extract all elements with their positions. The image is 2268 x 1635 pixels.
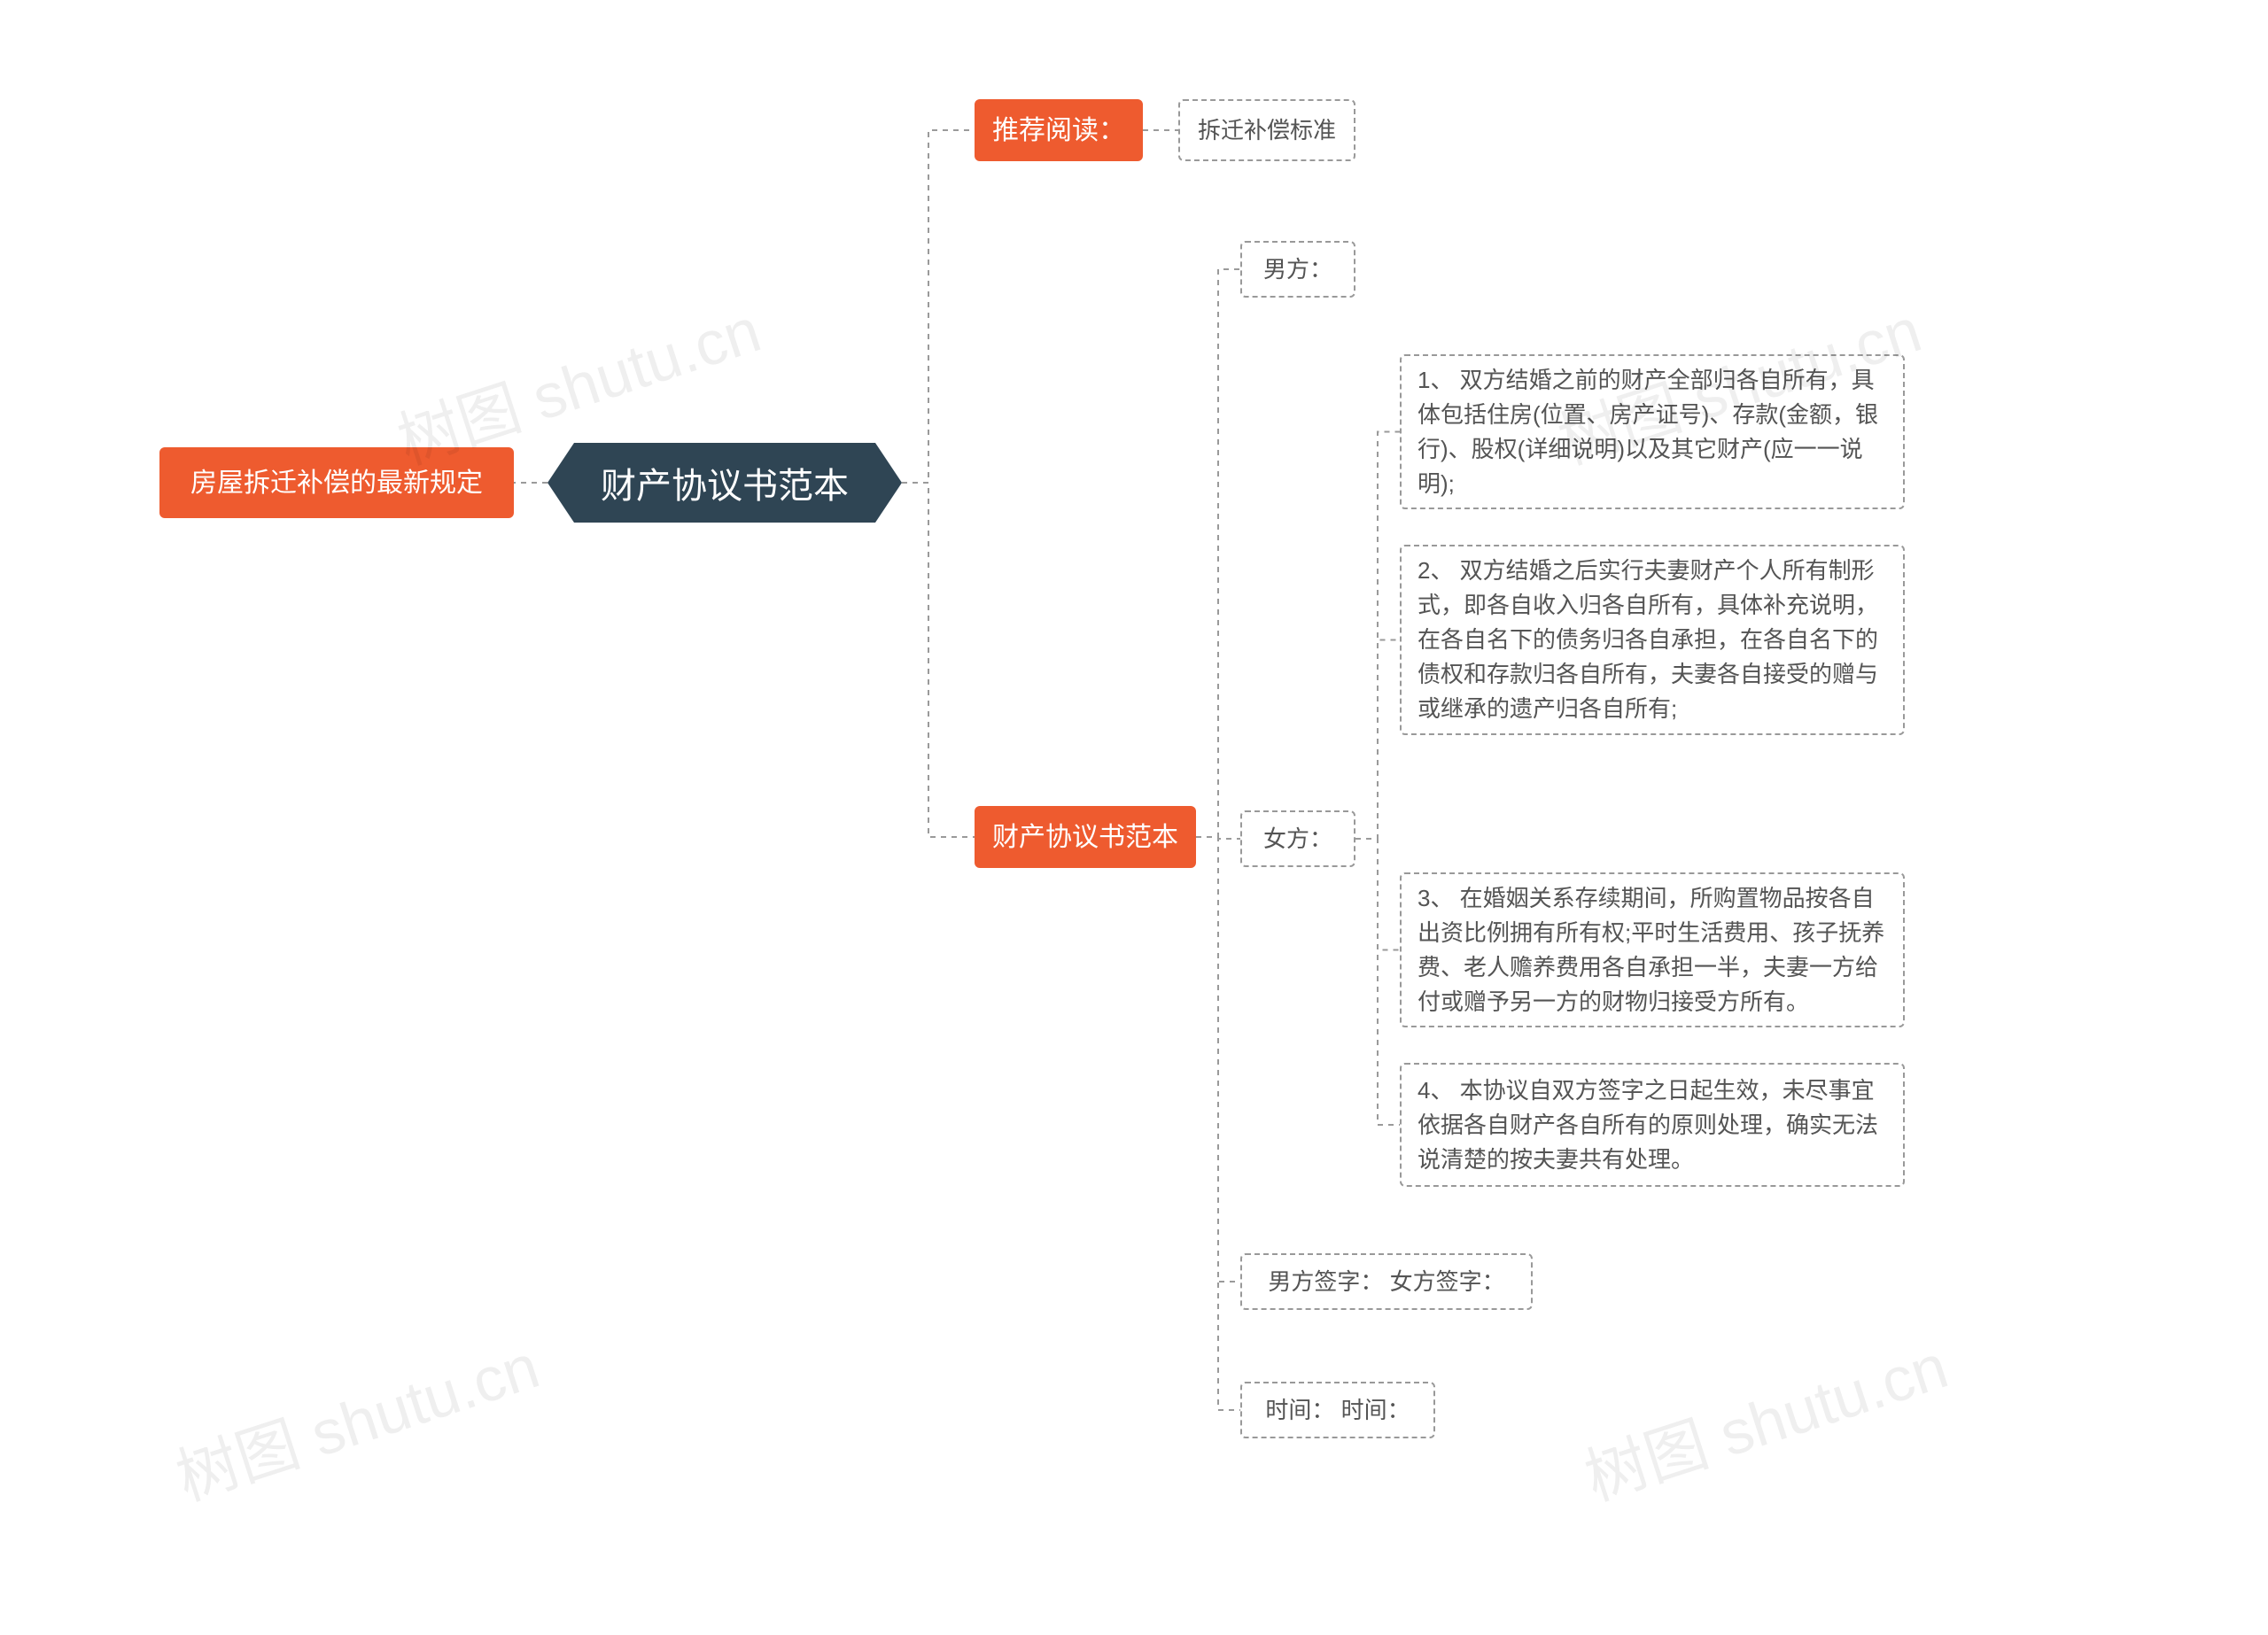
leaf-clause-2[interactable]: 2、 双方结婚之后实行夫妻财产个人所有制形式，即各自收入归各自所有，具体补充说明… <box>1400 545 1905 735</box>
root-label: 财产协议书范本 <box>601 457 849 508</box>
root-cap-right <box>875 443 902 523</box>
leaf-time[interactable]: 时间： 时间： <box>1240 1382 1435 1438</box>
branch-recommended-reading[interactable]: 推荐阅读： <box>975 99 1143 161</box>
leaf-label: 4、 本协议自双方签字之日起生效，未尽事宜依据各自财产各自所有的原则处理，确实无… <box>1418 1073 1887 1177</box>
root-cap-left <box>548 443 574 523</box>
watermark: 树图 shutu.cn <box>164 1317 549 1518</box>
leaf-label: 男方签字： 女方签字： <box>1268 1265 1504 1299</box>
leaf-label: 拆迁补偿标准 <box>1198 113 1336 148</box>
leaf-clause-4[interactable]: 4、 本协议自双方签字之日起生效，未尽事宜依据各自财产各自所有的原则处理，确实无… <box>1400 1063 1905 1187</box>
leaf-signature[interactable]: 男方签字： 女方签字： <box>1240 1253 1533 1310</box>
leaf-label: 3、 在婚姻关系存续期间，所购置物品按各自出资比例拥有所有权;平时生活费用、孩子… <box>1418 881 1887 1019</box>
left-branch-label: 房屋拆迁补偿的最新规定 <box>190 463 483 503</box>
root-node[interactable]: 财产协议书范本 <box>574 443 875 523</box>
leaf-label: 时间： 时间： <box>1265 1393 1410 1428</box>
leaf-label: 1、 双方结婚之前的财产全部归各自所有，具体包括住房(位置、房产证号)、存款(金… <box>1418 363 1887 501</box>
branch-label: 推荐阅读： <box>992 111 1125 151</box>
branch-label: 财产协议书范本 <box>992 818 1178 857</box>
leaf-female[interactable]: 女方： <box>1240 810 1355 867</box>
leaf-male[interactable]: 男方： <box>1240 241 1355 298</box>
leaf-clause-3[interactable]: 3、 在婚姻关系存续期间，所购置物品按各自出资比例拥有所有权;平时生活费用、孩子… <box>1400 872 1905 1027</box>
watermark: 树图 shutu.cn <box>1573 1317 1958 1518</box>
leaf-compensation-standard[interactable]: 拆迁补偿标准 <box>1178 99 1355 161</box>
leaf-clause-1[interactable]: 1、 双方结婚之前的财产全部归各自所有，具体包括住房(位置、房产证号)、存款(金… <box>1400 354 1905 509</box>
leaf-label: 2、 双方结婚之后实行夫妻财产个人所有制形式，即各自收入归各自所有，具体补充说明… <box>1418 554 1887 726</box>
left-branch-node[interactable]: 房屋拆迁补偿的最新规定 <box>159 447 514 518</box>
branch-property-agreement[interactable]: 财产协议书范本 <box>975 806 1196 868</box>
leaf-label: 男方： <box>1263 252 1332 287</box>
leaf-label: 女方： <box>1263 822 1332 856</box>
